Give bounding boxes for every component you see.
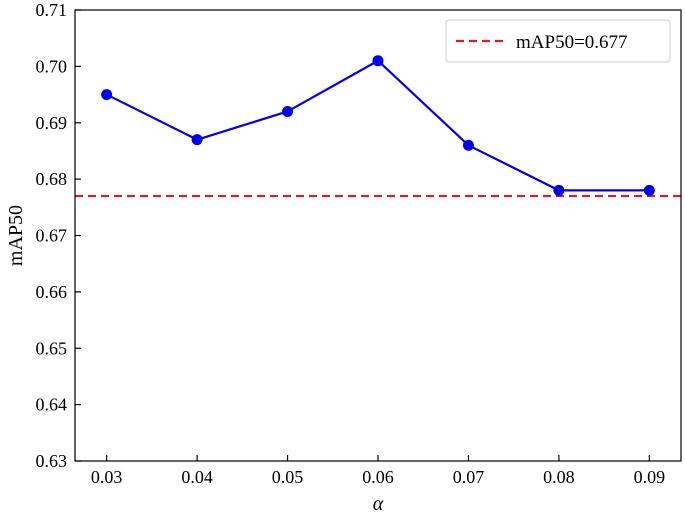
- x-tick-label: 0.05: [272, 467, 304, 487]
- y-tick-label: 0.67: [36, 226, 68, 246]
- data-point: [191, 134, 203, 146]
- legend-label: mAP50=0.677: [516, 32, 628, 53]
- x-tick-label: 0.07: [453, 467, 485, 487]
- data-point: [282, 105, 294, 117]
- axis-ticks: 0.63 0.64 0.65 0.66 0.67 0.68 0.69 0.70 0.71 0.03…: [36, 0, 666, 487]
- y-tick-label: 0.66: [36, 282, 68, 302]
- y-tick-label: 0.65: [36, 338, 68, 358]
- x-tick-label: 0.09: [634, 467, 666, 487]
- x-axis-label: α: [373, 493, 384, 514]
- legend: mAP50=0.677: [445, 19, 671, 63]
- legend-box: [445, 19, 671, 63]
- y-axis-label: mAP50: [5, 205, 27, 266]
- y-tick-label: 0.70: [36, 56, 68, 76]
- x-tick-label: 0.03: [91, 467, 123, 487]
- plot-area: [75, 55, 681, 198]
- y-tick-label: 0.63: [36, 451, 68, 471]
- series-line: [106, 59, 650, 192]
- y-tick-label: 0.69: [36, 113, 68, 133]
- y-tick-label: 0.68: [36, 169, 68, 189]
- data-point: [643, 184, 655, 196]
- data-point: [462, 139, 474, 151]
- data-point: [372, 55, 384, 67]
- y-tick-label: 0.64: [36, 395, 68, 415]
- data-point: [101, 89, 113, 101]
- y-tick-label: 0.71: [36, 0, 68, 20]
- x-tick-label: 0.08: [543, 467, 575, 487]
- data-point: [553, 184, 565, 196]
- plot-frame: [74, 9, 682, 462]
- x-tick-label: 0.04: [181, 467, 213, 487]
- x-tick-label: 0.06: [362, 467, 394, 487]
